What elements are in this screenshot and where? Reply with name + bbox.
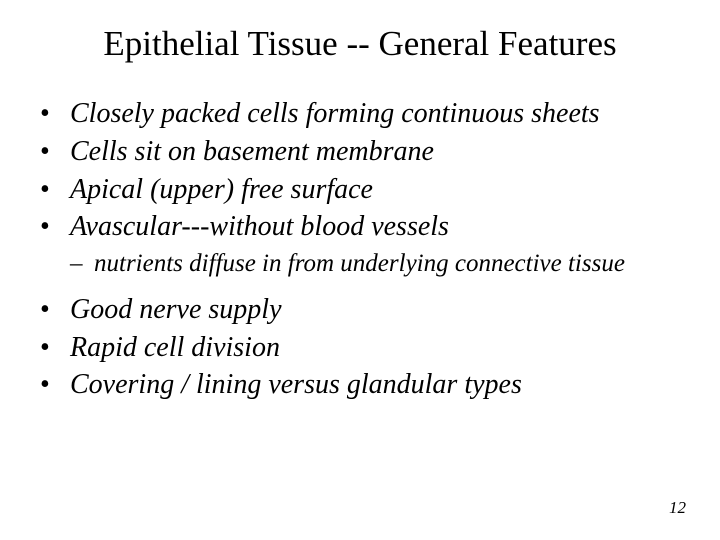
list-item: Closely packed cells forming continuous … — [36, 96, 698, 132]
list-item: Covering / lining versus glandular types — [36, 367, 698, 403]
slide-title: Epithelial Tissue -- General Features — [22, 24, 698, 64]
list-item: Avascular---without blood vessels — [36, 209, 698, 245]
sub-bullet-list: nutrients diffuse in from underlying con… — [22, 249, 698, 280]
bullet-list-top: Closely packed cells forming continuous … — [22, 96, 698, 245]
list-item: Rapid cell division — [36, 330, 698, 366]
list-item: Good nerve supply — [36, 292, 698, 328]
page-number: 12 — [669, 498, 686, 518]
list-item: Cells sit on basement membrane — [36, 134, 698, 170]
list-item: nutrients diffuse in from underlying con… — [70, 249, 698, 280]
bullet-list-bottom: Good nerve supply Rapid cell division Co… — [22, 292, 698, 403]
list-item: Apical (upper) free surface — [36, 172, 698, 208]
